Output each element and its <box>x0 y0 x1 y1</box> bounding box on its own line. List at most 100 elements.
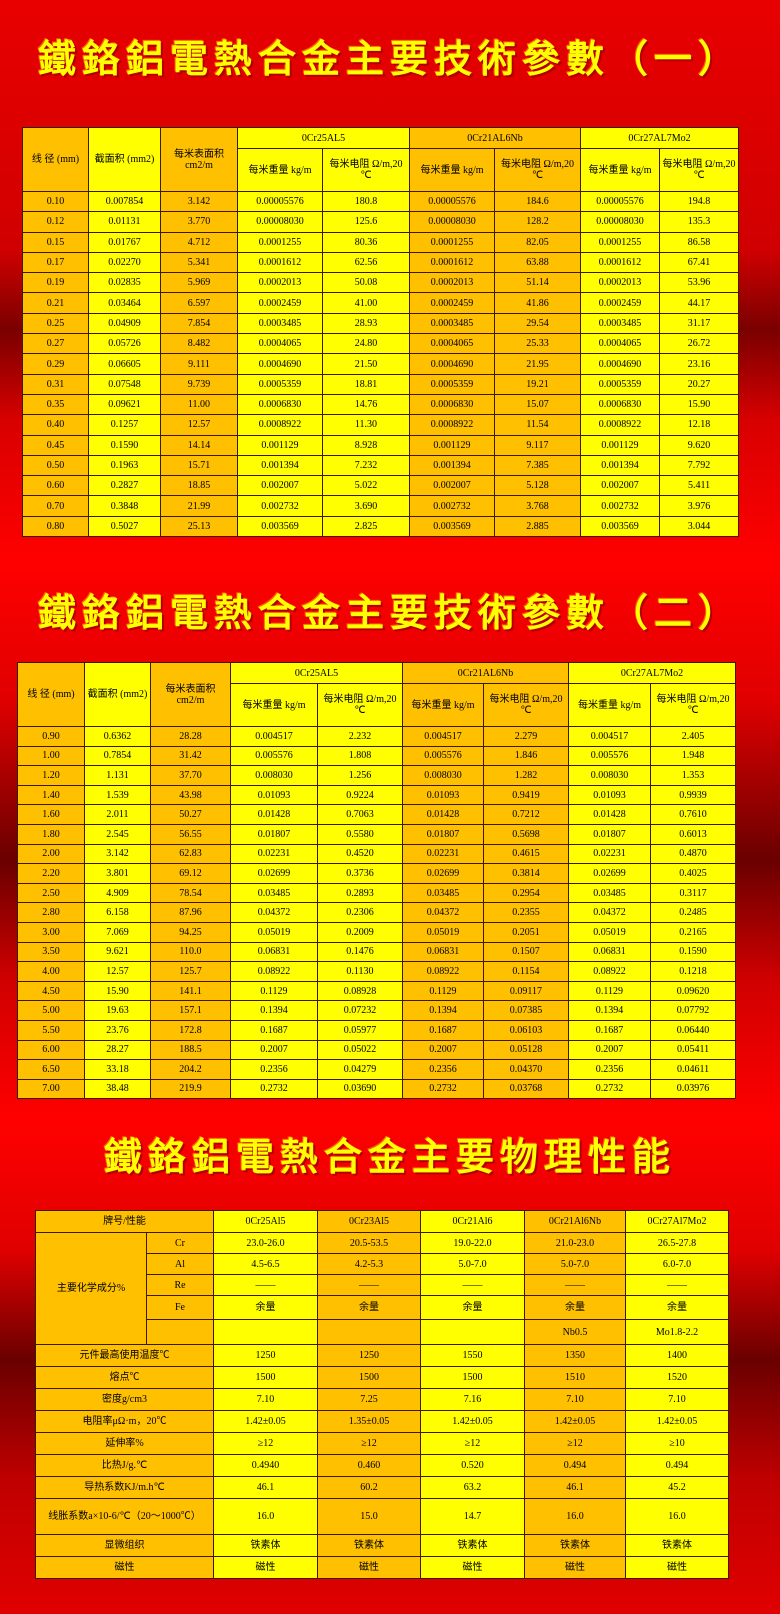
table-cell: 铁素体 <box>213 1534 318 1557</box>
table-row: 0.31 0.07548 9.739 0.0005359 18.81 0.0005359 1… <box>22 373 740 395</box>
table-cell: 0.03485 <box>402 882 484 904</box>
table-cell: 0.04372 <box>230 902 318 923</box>
table-row: 1.60 2.011 50.27 0.01428 0.7063 0.01428 0.7212… <box>17 804 737 825</box>
table-cell: 9.111 <box>160 353 238 375</box>
table-cell: 6.0-7.0 <box>625 1253 729 1275</box>
table-cell: 19.63 <box>84 1000 151 1021</box>
header-weight: 每米重量 kg/m <box>409 148 495 192</box>
table-row: 3.50 9.621 110.0 0.06831 0.1476 0.06831 0.1507… <box>17 941 737 963</box>
table-cell: ≥10 <box>625 1432 729 1455</box>
table-cell: 0.00005576 <box>237 190 323 213</box>
table-cell: 0.00005576 <box>580 190 660 213</box>
table-cell: 19.21 <box>494 373 581 395</box>
table-cell: 0.01767 <box>88 231 161 253</box>
table-cell: 0.1963 <box>88 454 161 477</box>
table-cell: 0.004517 <box>402 726 484 747</box>
table-cell: 铁素体 <box>420 1534 525 1557</box>
table-cell: 0.03768 <box>483 1078 569 1100</box>
table-cell: 0.002007 <box>580 475 660 497</box>
table-cell: 磁性 <box>625 1556 729 1579</box>
table-cell: 0.1154 <box>483 961 569 982</box>
table-row: 熔点℃ 1500 1500 1500 1510 1520 <box>35 1366 729 1389</box>
table-cell: 7.16 <box>420 1388 525 1411</box>
table-cell: 磁性 <box>317 1556 421 1579</box>
table-cell: 0.00008030 <box>580 211 660 233</box>
table-cell: 0.3814 <box>483 863 569 884</box>
table-cell: 0.12 <box>22 211 89 233</box>
table-row: 磁性 磁性 磁性 磁性 磁性 磁性 <box>35 1556 729 1579</box>
table-cell: 21.50 <box>322 353 410 375</box>
table-cell: 0.002732 <box>237 495 323 517</box>
table-cell: 0.2007 <box>568 1039 651 1061</box>
header-weight: 每米重量 kg/m <box>402 683 484 727</box>
table-cell: 46.1 <box>524 1476 626 1499</box>
header-alloy: 0Cr25AL5 <box>237 127 410 149</box>
table-cell: 46.1 <box>213 1476 318 1499</box>
table-cell: 0.1218 <box>649 961 737 982</box>
table-row: 延伸率% ≥12 ≥12 ≥12 ≥12 ≥10 <box>35 1432 729 1455</box>
table-cell: 21.99 <box>160 495 238 517</box>
table-cell: 7.00 <box>17 1078 85 1100</box>
table-cell: 7.385 <box>494 454 581 477</box>
table-cell: 0.5698 <box>483 823 569 845</box>
table-cell: 0.05411 <box>649 1039 737 1061</box>
header-grade: 0Cr23Al5 <box>317 1210 421 1233</box>
header-area: 截面积 (mm2) <box>84 662 151 727</box>
physical-properties-table: 牌号/性能 0Cr25Al5 0Cr23Al5 0Cr21Al6 0Cr21Al6Nb 0… <box>35 1210 729 1579</box>
table-cell: 0.06605 <box>88 353 161 375</box>
table-cell: 23.0-26.0 <box>213 1232 318 1254</box>
table-cell: 0.001394 <box>409 454 495 477</box>
table-cell: 11.00 <box>160 393 238 416</box>
table-row: 0.70 0.3848 21.99 0.002732 3.690 0.002732 3.76… <box>22 495 740 517</box>
table-cell: 0.19 <box>22 272 89 294</box>
table-cell: 4.50 <box>17 980 85 1002</box>
table-cell: 0.2051 <box>483 921 569 943</box>
table-cell: 2.232 <box>317 726 403 747</box>
table-cell: 磁性 <box>420 1556 525 1579</box>
table-cell: 6.00 <box>17 1039 85 1061</box>
title-params-2: 鐵鉻鋁電熱合金主要技術參數（二） <box>37 590 742 635</box>
table-cell: 5.0-7.0 <box>420 1253 525 1275</box>
table-cell: 0.08922 <box>230 961 318 982</box>
table-cell: 0.07792 <box>649 1000 737 1021</box>
table-cell: 1.846 <box>483 745 569 767</box>
table-row: 0.90 0.6362 28.28 0.004517 2.232 0.004517 2.27… <box>17 726 737 747</box>
table-cell: 25.13 <box>160 515 238 538</box>
table-cell: 2.20 <box>17 863 85 884</box>
table-row: 2.00 3.142 62.83 0.02231 0.4520 0.02231 0.4615… <box>17 843 737 865</box>
table-cell: 0.1394 <box>230 1000 318 1021</box>
table-cell: 1250 <box>213 1344 318 1367</box>
table-cell: 69.12 <box>150 863 231 884</box>
table-cell: 0.07232 <box>317 1000 403 1021</box>
table-cell: 0.1129 <box>568 980 651 1002</box>
table-cell: 0.03485 <box>230 882 318 904</box>
table-cell: 0.004517 <box>568 726 651 747</box>
table-cell: 0.2306 <box>317 902 403 923</box>
table-cell: 0.0005359 <box>237 373 323 395</box>
table-cell: 0.1687 <box>402 1019 484 1041</box>
table-cell: 3.976 <box>658 495 740 517</box>
table-cell: 1.539 <box>84 784 151 806</box>
table-cell: 28.93 <box>322 312 410 335</box>
header-surface: 每米表面积 cm2/m <box>160 127 238 192</box>
table-cell: 0.005576 <box>402 745 484 767</box>
table-cell: 0.08928 <box>317 980 403 1002</box>
table-cell: 1350 <box>524 1344 626 1367</box>
table-cell: 25.33 <box>494 333 581 355</box>
table-cell: 2.405 <box>649 726 737 747</box>
header-resistance: 每米电阻 Ω/m,20 ℃ <box>649 683 737 727</box>
table-cell: 0.00008030 <box>409 211 495 233</box>
table-cell: 9.739 <box>160 373 238 395</box>
table-cell: 0.2893 <box>317 882 403 904</box>
table-cell: 1510 <box>524 1366 626 1389</box>
table-cell: 0.3848 <box>88 495 161 517</box>
table-cell: 0.06103 <box>483 1019 569 1041</box>
table-row: 主要化学成分% Cr 23.0-26.0 20.5-53.5 19.0-22.0 21.0… <box>35 1232 729 1345</box>
table-row: 0.80 0.5027 25.13 0.003569 2.825 0.003569 2.88… <box>22 515 740 538</box>
table-cell: 28.27 <box>84 1039 151 1061</box>
table-cell: 0.45 <box>22 434 89 456</box>
table-cell: 67.41 <box>658 251 740 274</box>
table-cell: 1.60 <box>17 804 85 825</box>
table-row: 5.50 23.76 172.8 0.1687 0.05977 0.1687 0.06103… <box>17 1019 737 1041</box>
table-cell: 0.6013 <box>649 823 737 845</box>
